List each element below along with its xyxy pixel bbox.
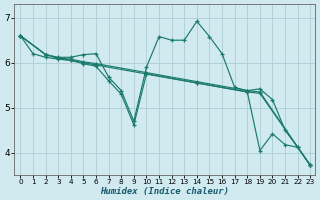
X-axis label: Humidex (Indice chaleur): Humidex (Indice chaleur): [100, 187, 229, 196]
